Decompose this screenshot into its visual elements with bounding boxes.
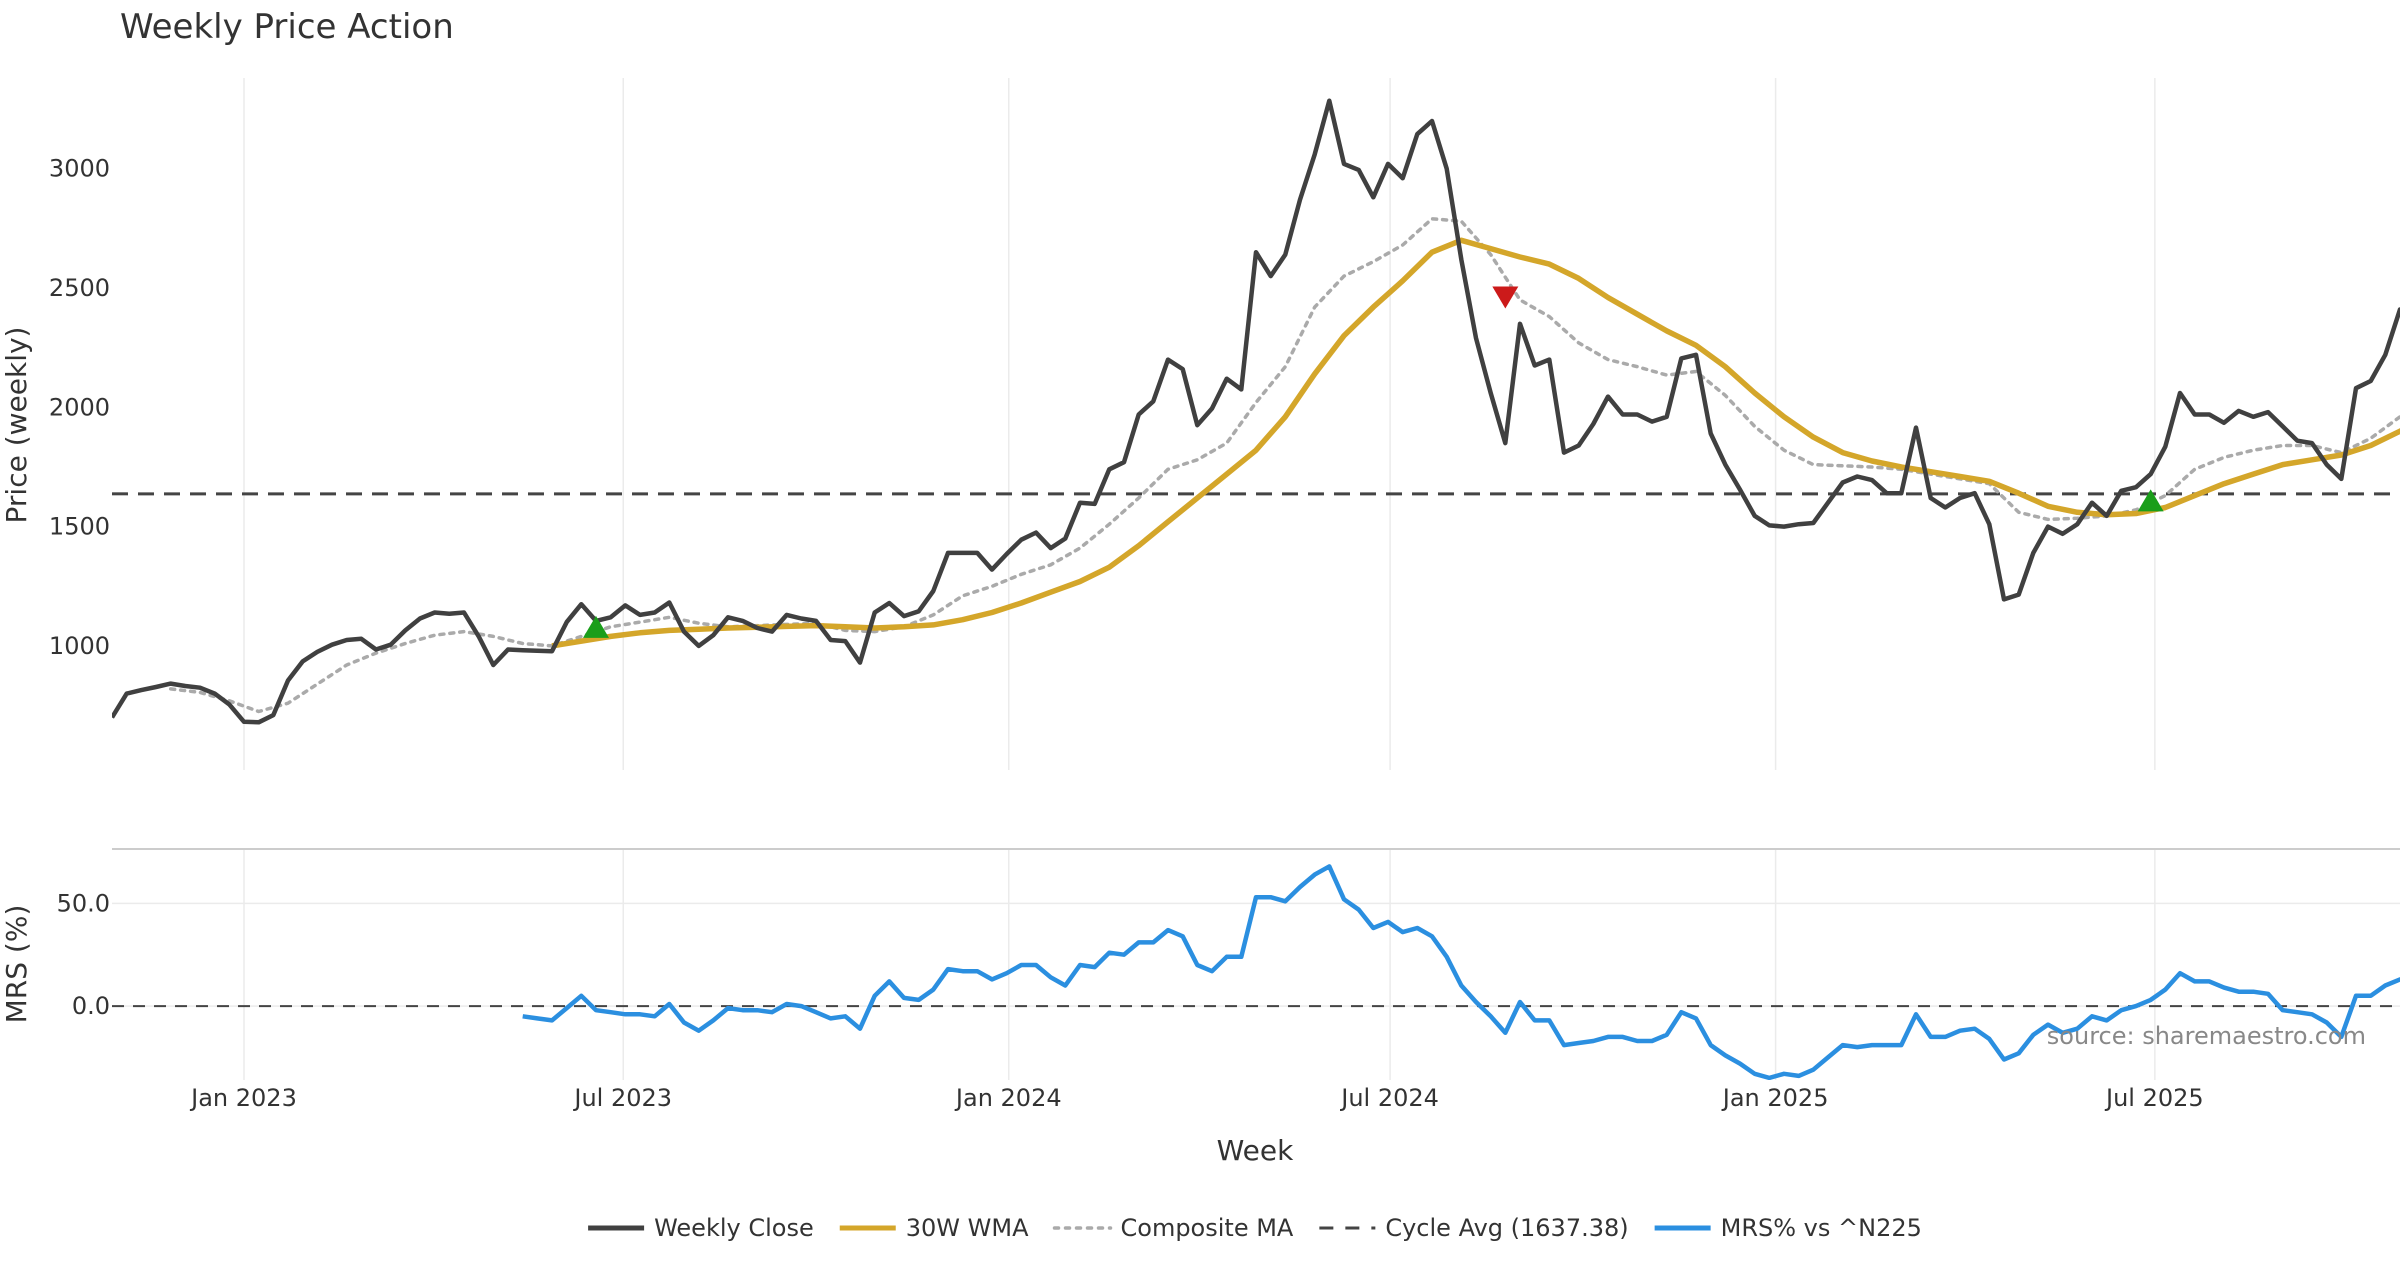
price-y-tick-label: 1500 [49, 513, 110, 541]
legend-label: Composite MA [1121, 1214, 1294, 1242]
series-line-mrs-vs-n225 [522, 864, 2400, 1080]
x-tick-label: Jul 2025 [2104, 1084, 2204, 1112]
legend-label: Cycle Avg (1637.38) [1385, 1214, 1628, 1242]
x-axis-title: Week [1217, 1134, 1294, 1167]
legend-label: Weekly Close [654, 1214, 814, 1242]
legend-item: MRS% vs ^N225 [1654, 1214, 1922, 1242]
price-y-tick-label: 2500 [49, 274, 110, 302]
chart-title: Weekly Price Action [120, 7, 454, 47]
price-y-tick-label: 1000 [49, 632, 110, 660]
mrs-series [522, 864, 2400, 1080]
buy-signal-marker [2137, 489, 2164, 512]
legend-item: 30W WMA [839, 1214, 1029, 1242]
x-axis-ticks: Jan 2023 Jul 2023 Jan 2024 Jul 2024 Jan 2025… [189, 1084, 2204, 1112]
mrs-y-tick-label: 0.0 [72, 992, 110, 1020]
x-tick-label: Jan 2024 [954, 1084, 1062, 1112]
x-tick-label: Jul 2023 [572, 1084, 672, 1112]
mrs-y-axis-title: MRS (%) [0, 905, 33, 1024]
x-tick-label: Jul 2024 [1339, 1084, 1439, 1112]
price-y-axis-title: Price (weekly) [0, 327, 33, 524]
legend-item: Composite MA [1052, 1214, 1294, 1242]
x-tick-label: Jan 2023 [189, 1084, 297, 1112]
mrs-y-ticks: 0.0 50.0 [57, 889, 110, 1020]
x-tick-label: Jan 2025 [1721, 1084, 1829, 1112]
sell-signal-marker [1492, 286, 1519, 309]
price-series [112, 98, 2400, 725]
legend-label: MRS% vs ^N225 [1721, 1214, 1922, 1242]
buy-signal-marker [583, 615, 609, 638]
price-markers [583, 286, 2164, 638]
series-line-weekly-close [112, 98, 2400, 725]
price-y-tick-label: 2000 [49, 393, 110, 421]
price-y-tick-label: 3000 [49, 155, 110, 183]
source-note: source: sharemaestro.com [2047, 1022, 2366, 1050]
mrs-y-tick-label: 50.0 [57, 889, 110, 917]
mrs-panel: 0.0 50.0 MRS (%) source: sharemaestro.com [0, 850, 2400, 1080]
legend-item: Cycle Avg (1637.38) [1319, 1214, 1629, 1242]
legend-label: 30W WMA [906, 1214, 1029, 1242]
price-grid [243, 78, 2156, 770]
price-y-ticks: 1000 1500 2000 2500 3000 [49, 155, 110, 660]
legend-item: Weekly Close [588, 1214, 814, 1242]
series-line-30w-wma [551, 237, 2400, 649]
price-panel: 1000 1500 2000 2500 3000 Price (weekly) [0, 78, 2400, 770]
legend: Weekly Close 30W WMA Composite MA Cycle Avg… [588, 1214, 1922, 1242]
series-line-composite-ma [168, 217, 2400, 714]
